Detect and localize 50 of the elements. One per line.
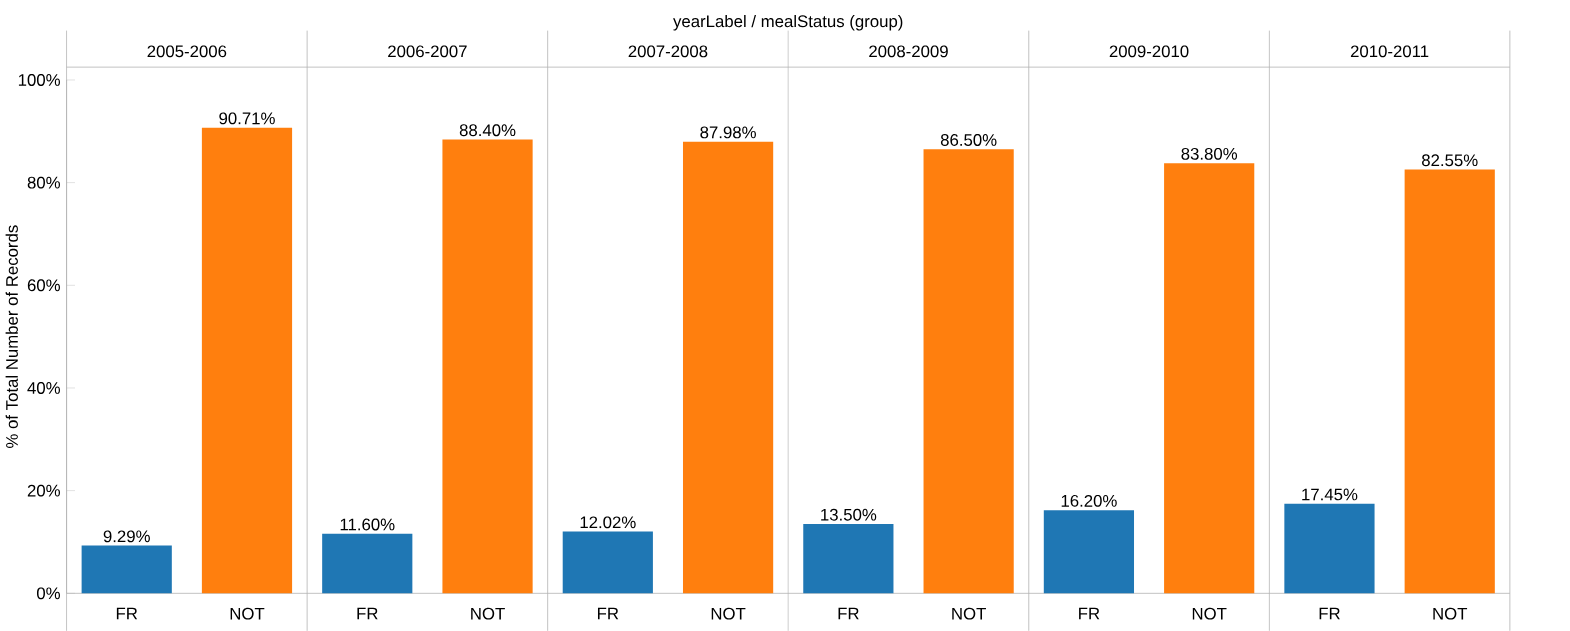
- data-label: 16.20%: [1061, 494, 1117, 507]
- x-tick-label: FR: [1319, 607, 1340, 620]
- y-tick-label: 100%: [18, 73, 60, 86]
- bar: [81, 545, 172, 594]
- text: 2007-2008: [628, 45, 708, 58]
- x-tick-label: NOT: [952, 607, 986, 620]
- bar: [803, 523, 894, 594]
- data-label: 88.40%: [459, 124, 516, 137]
- data-label: 90.71%: [219, 112, 275, 125]
- chart-title: yearLabel / mealStatus (group): [673, 14, 903, 31]
- bar: [1164, 163, 1255, 594]
- bar: [322, 533, 413, 594]
- bar: [1043, 510, 1135, 594]
- text: 2010-2011: [1350, 45, 1429, 58]
- x-tick-label: NOT: [711, 607, 746, 620]
- data-label: 12.02%: [580, 516, 636, 529]
- y-tick-label: 40%: [27, 381, 60, 394]
- data-label: 82.55%: [1422, 154, 1478, 167]
- bar: [923, 149, 1014, 594]
- data-label: 86.50%: [940, 133, 997, 146]
- x-tick-label: FR: [838, 607, 859, 620]
- text: 2008-2009: [869, 45, 948, 58]
- x-tick-label: FR: [1079, 607, 1100, 620]
- y-tick-label: 60%: [27, 279, 60, 292]
- x-tick-label: NOT: [1192, 607, 1227, 620]
- y-axis-title: % of Total Number of Records: [5, 225, 18, 448]
- x-tick-label: FR: [357, 607, 378, 620]
- text: 2006-2007: [388, 45, 467, 58]
- x-tick-label: NOT: [1433, 607, 1468, 620]
- bar: [562, 531, 653, 594]
- y-tick-label: 0%: [36, 587, 60, 600]
- bar: [1284, 503, 1375, 594]
- x-tick-label: NOT: [471, 607, 505, 620]
- data-label: 87.98%: [700, 126, 756, 139]
- text: 2009-2010: [1109, 45, 1189, 58]
- text: 2005-2006: [147, 45, 227, 58]
- data-label: 17.45%: [1302, 488, 1358, 501]
- y-tick-label: 20%: [27, 484, 60, 497]
- y-tick-label: 80%: [27, 176, 60, 189]
- data-label: 9.29%: [103, 530, 150, 543]
- data-label: 13.50%: [821, 508, 877, 521]
- data-label: 83.80%: [1181, 147, 1238, 160]
- x-tick-label: NOT: [230, 607, 265, 620]
- bar: [1404, 169, 1495, 594]
- x-tick-label: FR: [597, 607, 619, 620]
- bar: [442, 139, 533, 594]
- bar: [682, 141, 774, 594]
- data-label: 11.60%: [340, 518, 395, 531]
- bar: [201, 127, 293, 594]
- x-tick-label: FR: [116, 607, 138, 620]
